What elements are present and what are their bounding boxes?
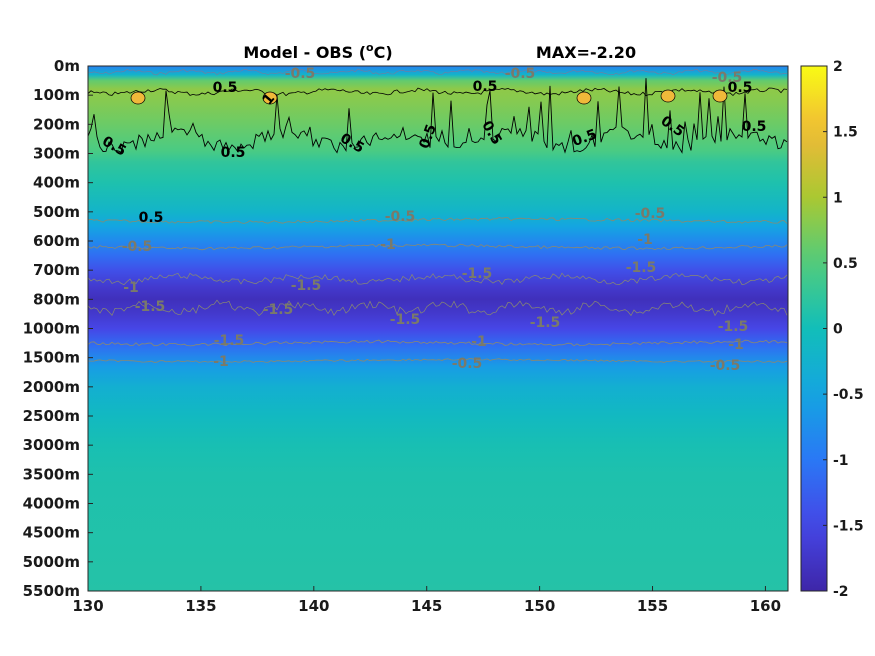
- contour-line: [88, 68, 787, 76]
- contour-line: [88, 358, 788, 363]
- contour-label: 0.5: [473, 79, 498, 95]
- contour-label: -1: [471, 334, 487, 350]
- y-tick-label: 5500m: [23, 582, 80, 600]
- contour-label: 0.5: [570, 126, 599, 150]
- warm-patches: [130, 89, 728, 105]
- y-tick-label: 3000m: [23, 436, 80, 454]
- contour-label: -1.5: [390, 312, 421, 328]
- colorbar-tick-label: 0: [833, 322, 843, 338]
- contour-label: -0.5: [710, 358, 741, 374]
- y-tick-label: 600m: [33, 232, 80, 250]
- contour-label: -0.5: [122, 239, 153, 255]
- contour-label: -1.5: [135, 299, 166, 315]
- plot-area: [88, 66, 788, 591]
- x-tick-label: 130: [72, 597, 103, 615]
- contour-label: -0.5: [452, 356, 483, 372]
- colorbar-tick-label: 2: [833, 59, 843, 75]
- x-tick-label: 160: [750, 597, 781, 615]
- warm-patch: [712, 89, 728, 103]
- x-tick-label: 150: [524, 597, 555, 615]
- warm-patch: [576, 91, 592, 105]
- y-tick-label: 700m: [33, 261, 80, 279]
- contour-label: -1.5: [718, 319, 749, 335]
- contour-label: -0.5: [385, 209, 416, 225]
- max-label: MAX=-2.20: [536, 43, 636, 62]
- colorbar-tick-label: -1: [833, 453, 849, 469]
- contour-label: 0.5: [742, 119, 767, 135]
- contour-label: -1.5: [462, 266, 493, 282]
- colorbar-tick-label: 0.5: [833, 256, 858, 272]
- contour-label: -1: [213, 354, 229, 370]
- contour-label: -1: [728, 337, 744, 353]
- x-tick-label: 140: [298, 597, 329, 615]
- y-tick-label: 5000m: [23, 553, 80, 571]
- y-tick-label: 400m: [33, 174, 80, 192]
- colorbar-tick-label: -1.5: [833, 518, 864, 534]
- temperature-difference-field: [88, 66, 788, 591]
- contour-label: -1: [123, 280, 139, 296]
- y-axis: 0m 100m 200m 300m 400m 500m 600m 700m 800m 1000m 1…: [23, 57, 93, 600]
- contour-label: -0.5: [712, 70, 743, 86]
- x-tick-label: 155: [637, 597, 668, 615]
- contour-label: -0.5: [635, 206, 666, 222]
- y-tick-label: 1500m: [23, 349, 80, 367]
- x-tick-label: 145: [411, 597, 442, 615]
- warm-patch: [130, 91, 146, 105]
- contour-label: 0.5: [213, 80, 238, 96]
- contour-line: [88, 243, 788, 251]
- colorbar-tick-label: -2: [833, 584, 849, 600]
- contour-label: 0.5: [416, 122, 440, 151]
- y-tick-label: 4500m: [23, 524, 80, 542]
- warm-patch: [262, 91, 278, 105]
- contour-label: -0.5: [505, 66, 536, 82]
- contour-label: 0.5: [728, 80, 753, 96]
- contour-label: -1.5: [214, 333, 245, 349]
- contour-line: [88, 339, 788, 347]
- y-tick-label: 500m: [33, 203, 80, 221]
- contour-label: -1.5: [530, 315, 561, 331]
- warm-patch: [660, 89, 676, 103]
- y-tick-label: 3500m: [23, 465, 80, 483]
- y-tick-label: 300m: [33, 145, 80, 163]
- contour-label: -1: [637, 232, 653, 248]
- contour-line: [88, 217, 788, 224]
- contour-line: [88, 78, 788, 154]
- colorbar-tick-label: 1: [833, 190, 843, 206]
- y-tick-label: 2000m: [23, 378, 80, 396]
- contour-label: -1.5: [263, 302, 294, 318]
- colorbar-tick-label: -0.5: [833, 387, 864, 403]
- contour-label: 0.5: [139, 210, 164, 226]
- contour-line: [88, 272, 788, 286]
- y-tick-label: 1000m: [23, 320, 80, 338]
- x-tick-label: 135: [185, 597, 216, 615]
- y-tick-label: 200m: [33, 115, 80, 133]
- y-tick-label: 100m: [33, 86, 80, 104]
- contour-label: -0.5: [285, 66, 316, 82]
- contour-lines: [88, 68, 788, 363]
- contour-label: -1: [380, 237, 396, 253]
- y-tick-label: 2500m: [23, 407, 80, 425]
- x-axis: 130 135 140 145 150 155 160: [72, 586, 781, 615]
- contour-label: 0.5: [221, 145, 246, 161]
- contour-label: -1.5: [291, 278, 322, 294]
- colorbar-tick-label: 1.5: [833, 125, 858, 141]
- y-tick-label: 4000m: [23, 495, 80, 513]
- contour-line: [88, 299, 788, 317]
- colorbar-axis: 2 1.5 1 0.5 0 -0.5 -1 -1.5 -2: [823, 59, 864, 600]
- colorbar: [801, 66, 827, 591]
- y-tick-label: 0m: [54, 57, 80, 75]
- chart-title: Model - OBS (oC): [243, 41, 392, 62]
- contour-label: -1.5: [626, 260, 657, 276]
- y-tick-label: 800m: [33, 290, 80, 308]
